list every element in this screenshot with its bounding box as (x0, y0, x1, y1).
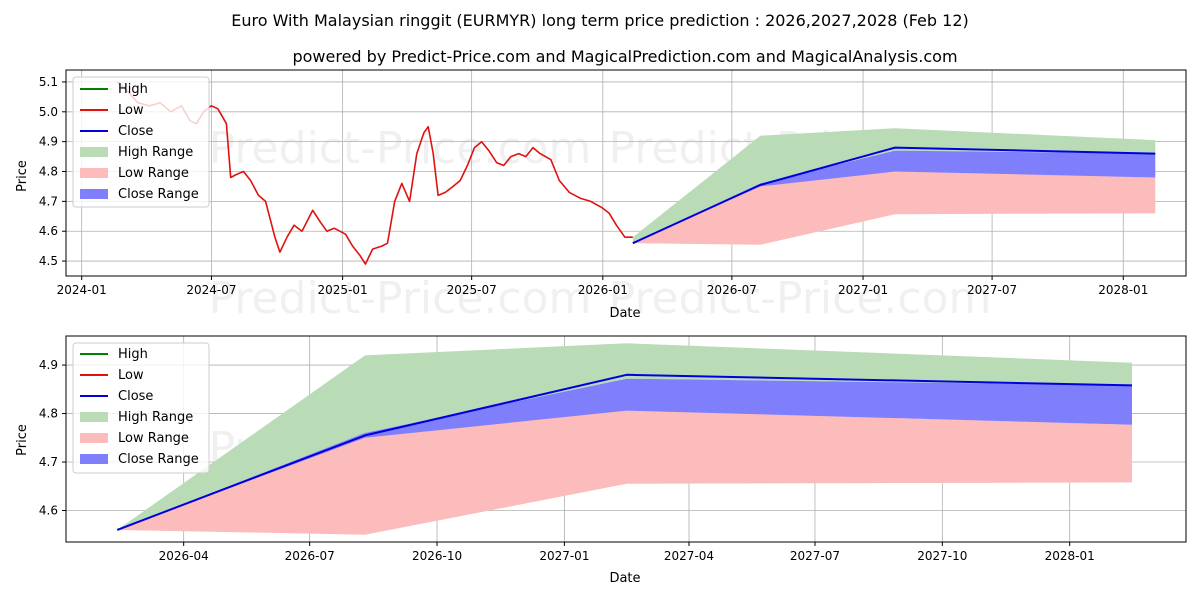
low-history-line (116, 81, 633, 265)
legend-label-close-range: Close Range (118, 452, 199, 467)
watermark-text: Predict-Price.com (209, 273, 592, 324)
bottom-y-axis-title: Price (15, 424, 30, 456)
top-ticks: 2024-01 2024-07 2025-01 2025-07 2026-01 2026-… (39, 75, 1148, 297)
y-tick-label: 5.0 (39, 105, 58, 119)
low-range-band (632, 168, 1156, 245)
x-tick-label: 2025-01 (318, 283, 368, 297)
legend-label-low: Low (118, 368, 144, 383)
x-tick-label: 2026-04 (159, 549, 209, 563)
y-tick-label: 4.7 (39, 194, 58, 208)
high-range-band (632, 128, 1156, 244)
x-tick-label: 2026-10 (412, 549, 462, 563)
legend-swatch-high-range (80, 147, 108, 157)
x-tick-label: 2027-01 (838, 283, 888, 297)
top-y-axis-title: Price (15, 160, 30, 192)
legend-label-high-range: High Range (118, 410, 193, 425)
legend-label-low-range: Low Range (118, 166, 189, 181)
x-tick-label: 2028-01 (1045, 549, 1095, 563)
legend-label-close: Close (118, 389, 153, 404)
x-tick-label: 2025-07 (447, 283, 497, 297)
bottom-x-axis-title: Date (609, 571, 640, 586)
legend-label-close-range: Close Range (118, 187, 199, 202)
bottom-panel: Predict-Price.com Predict-Price.com 2026… (15, 335, 1187, 586)
close-range-band (632, 150, 1156, 244)
legend-label-high-range: High Range (118, 145, 193, 160)
y-tick-label: 5.1 (39, 75, 58, 89)
close-forecast-line (116, 373, 1133, 531)
watermark-text: Predict-Price.com (609, 273, 992, 324)
bottom-plot-frame (65, 335, 1187, 543)
watermark-text: Predict-Price.com (209, 123, 592, 174)
top-x-axis-title: Date (609, 306, 640, 321)
x-tick-label: 2027-10 (917, 549, 967, 563)
y-tick-label: 4.7 (39, 455, 58, 469)
top-series (116, 81, 1156, 265)
legend-label-low: Low (118, 103, 144, 118)
bottom-series (116, 343, 1133, 535)
legend-label-high: High (118, 347, 148, 362)
low-range-band (117, 410, 1132, 535)
y-tick-label: 4.8 (39, 407, 58, 421)
x-tick-label: 2027-04 (664, 549, 714, 563)
y-tick-label: 4.6 (39, 224, 58, 238)
legend-swatch-high-range (80, 412, 108, 422)
x-tick-label: 2026-07 (707, 283, 757, 297)
legend-swatch-close-range (80, 454, 108, 464)
x-tick-label: 2024-07 (186, 283, 236, 297)
bottom-ticks: 2026-04 2026-07 2026-10 2027-01 2027-04 2027-… (39, 358, 1095, 563)
y-tick-label: 4.8 (39, 165, 58, 179)
top-panel: Predict-Price.com Predict-Price.com Pred… (15, 69, 1187, 324)
top-legend: High Low Close High Range Low Range Clos… (72, 76, 210, 208)
y-tick-label: 4.9 (39, 358, 58, 372)
y-tick-label: 4.9 (39, 135, 58, 149)
x-tick-label: 2027-01 (539, 549, 589, 563)
legend-label-low-range: Low Range (118, 431, 189, 446)
legend-label-close: Close (118, 124, 153, 139)
chart-subtitle: powered by Predict-Price.com and Magical… (292, 47, 957, 66)
x-tick-label: 2027-07 (790, 549, 840, 563)
y-tick-label: 4.5 (39, 254, 58, 268)
high-range-band (117, 343, 1132, 530)
x-tick-label: 2028-01 (1098, 283, 1148, 297)
legend-swatch-close-range (80, 189, 108, 199)
legend-swatch-low-range (80, 168, 108, 178)
top-plot-frame (65, 69, 1187, 277)
x-tick-label: 2027-07 (967, 283, 1017, 297)
x-tick-label: 2026-01 (578, 283, 628, 297)
close-forecast-line (632, 146, 1156, 245)
chart-title: Euro With Malaysian ringgit (EURMYR) lon… (231, 11, 969, 30)
y-tick-label: 4.6 (39, 503, 58, 517)
x-tick-label: 2024-01 (57, 283, 107, 297)
close-range-band (117, 378, 1132, 530)
legend-label-high: High (118, 82, 148, 97)
legend-swatch-low-range (80, 433, 108, 443)
x-tick-label: 2026-07 (285, 549, 335, 563)
bottom-legend: High Low Close High Range Low Range Clos… (72, 342, 210, 474)
